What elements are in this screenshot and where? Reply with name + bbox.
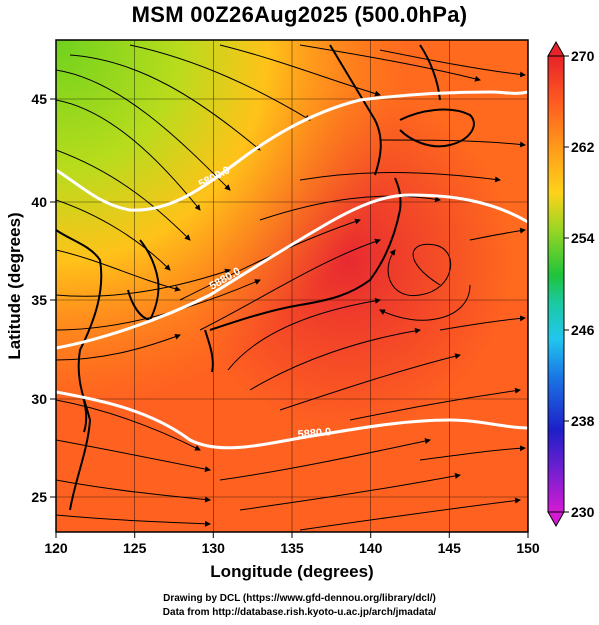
contour-5880-north — [56, 193, 528, 350]
colorbar-tick-label: 254 — [571, 230, 595, 246]
y-tick-labels: 45 40 35 30 25 — [31, 91, 47, 505]
coastline-kyushu — [204, 329, 214, 373]
contour-label-5880-south: 5880.0 — [297, 426, 332, 441]
x-tick-label: 120 — [44, 540, 68, 556]
colorbar-tick-label: 238 — [571, 413, 595, 429]
coastline-sakhalin — [419, 44, 441, 101]
y-tick-label: 40 — [31, 194, 47, 210]
colorbar-bottom-arrow — [547, 511, 565, 528]
coastline-russia-coast — [329, 44, 382, 176]
y-tick-label: 35 — [31, 292, 47, 308]
x-tick-label: 135 — [280, 540, 304, 556]
x-tick-label: 150 — [516, 540, 540, 556]
x-tick-labels: 120 125 130 135 140 145 150 — [44, 540, 540, 556]
y-tick-label: 30 — [31, 391, 47, 407]
grid-lines — [56, 40, 528, 532]
x-tick-label: 140 — [359, 540, 383, 556]
coastline-japan-honshu — [209, 177, 402, 331]
y-tick-label: 25 — [31, 489, 47, 505]
y-tick-label: 45 — [31, 91, 47, 107]
colorbar-gradient — [547, 55, 565, 513]
x-tick-label: 145 — [438, 540, 462, 556]
height-contours — [56, 90, 528, 450]
wind-streamlines — [56, 44, 526, 531]
colorbar-tick-label: 246 — [571, 322, 595, 338]
colorbar-tick-label: 230 — [571, 504, 595, 520]
page-title: MSM 00Z26Aug2025 (500.0hPa) — [131, 2, 468, 27]
colorbar-top-arrow — [547, 40, 565, 57]
x-axis-label: Longitude (degrees) — [210, 562, 373, 581]
coastline-china — [56, 229, 103, 511]
contour-5880-south — [56, 390, 528, 450]
coastline-hokkaido — [399, 108, 475, 148]
y-axis-label: Latitude (degrees) — [5, 212, 24, 359]
colorbar: 270 262 254 246 238 230 — [547, 40, 595, 528]
x-tick-label: 125 — [123, 540, 147, 556]
coastline-korea — [127, 239, 160, 322]
colorbar-tick-label: 262 — [571, 139, 595, 155]
contour-5800 — [56, 90, 528, 212]
credit-drawing: Drawing by DCL (https://www.gfd-dennou.o… — [163, 593, 436, 604]
colorbar-tick-label: 270 — [571, 48, 595, 64]
x-tick-label: 130 — [202, 540, 226, 556]
credit-data-source: Data from http://database.rish.kyoto-u.a… — [162, 607, 437, 618]
tick-marks — [50, 98, 529, 538]
